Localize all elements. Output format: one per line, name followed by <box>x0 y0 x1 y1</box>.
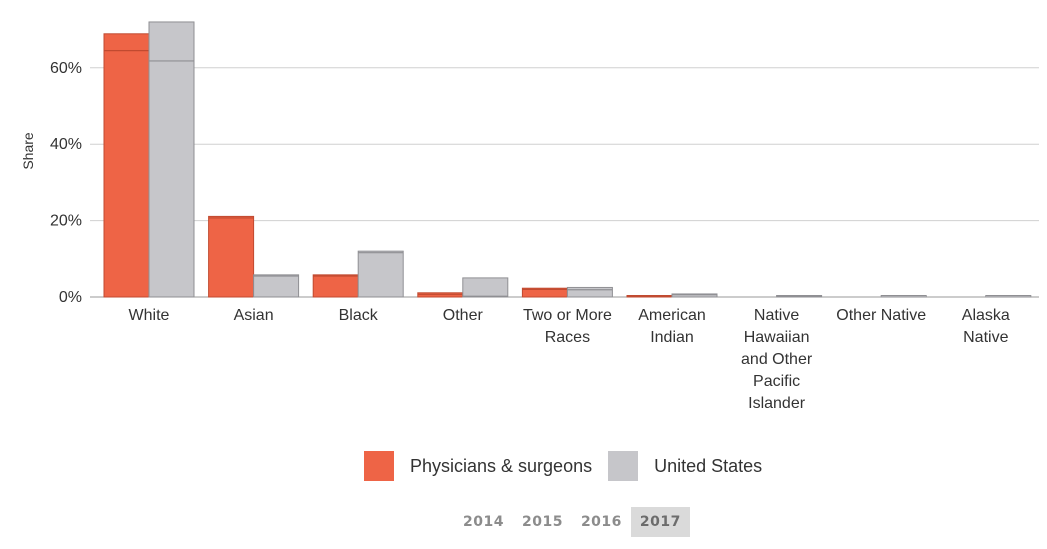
x-tick-label: Islander <box>748 395 806 412</box>
bar <box>103 33 150 298</box>
x-tick-label: and Other <box>741 351 813 368</box>
legend-item-physicians[interactable]: Physicians & surgeons <box>364 451 592 481</box>
x-tick-label: Hawaiian <box>744 329 810 346</box>
legend-swatch-united-states <box>608 451 639 481</box>
year-button-2017[interactable]: 2017 <box>630 507 690 537</box>
y-tick-label: 0% <box>59 289 82 306</box>
x-tick-label: Black <box>339 307 379 324</box>
bar <box>462 277 509 298</box>
x-tick-label: Pacific <box>753 373 800 390</box>
x-tick-label: White <box>129 307 170 324</box>
x-tick-label: Native <box>754 307 799 324</box>
x-tick-label: Other <box>443 307 484 324</box>
y-tick-label: 40% <box>50 136 82 153</box>
year-selector: 2014 2015 2016 2017 <box>454 507 690 537</box>
legend-item-united-states[interactable]: United States <box>608 451 762 481</box>
bar <box>312 274 359 298</box>
x-tick-label: Races <box>545 329 590 346</box>
x-tick-label: Two or More <box>523 307 612 324</box>
x-tick-label: Native <box>963 329 1008 346</box>
bar <box>148 21 195 298</box>
bar <box>566 286 613 298</box>
bar <box>357 250 404 298</box>
y-tick-label: 60% <box>50 60 82 77</box>
y-tick-label: 20% <box>50 213 82 230</box>
legend-swatch-physicians <box>364 451 394 481</box>
y-axis-label: Share <box>20 132 36 170</box>
legend-label-physicians: Physicians & surgeons <box>410 455 593 476</box>
year-button-2016[interactable]: 2016 <box>580 514 622 530</box>
x-tick-label: Asian <box>234 307 274 324</box>
bar <box>671 293 718 298</box>
year-button-2014[interactable]: 2014 <box>463 514 504 530</box>
bar-chart: 0% 20% 40% 60% Share White Asian Black Other Two … <box>20 21 1039 412</box>
legend-label-united-states: United States <box>654 455 763 476</box>
x-tick-label: Alaska <box>962 307 1010 324</box>
year-button-2015[interactable]: 2015 <box>521 514 563 530</box>
bar <box>253 274 300 298</box>
x-tick-label: Indian <box>650 329 694 346</box>
bar <box>208 215 255 298</box>
bar <box>880 295 927 298</box>
x-tick-label: American <box>638 307 706 324</box>
legend: Physicians & surgeons United States <box>364 450 778 482</box>
x-tick-label: Other Native <box>836 307 926 324</box>
bar <box>985 295 1032 298</box>
